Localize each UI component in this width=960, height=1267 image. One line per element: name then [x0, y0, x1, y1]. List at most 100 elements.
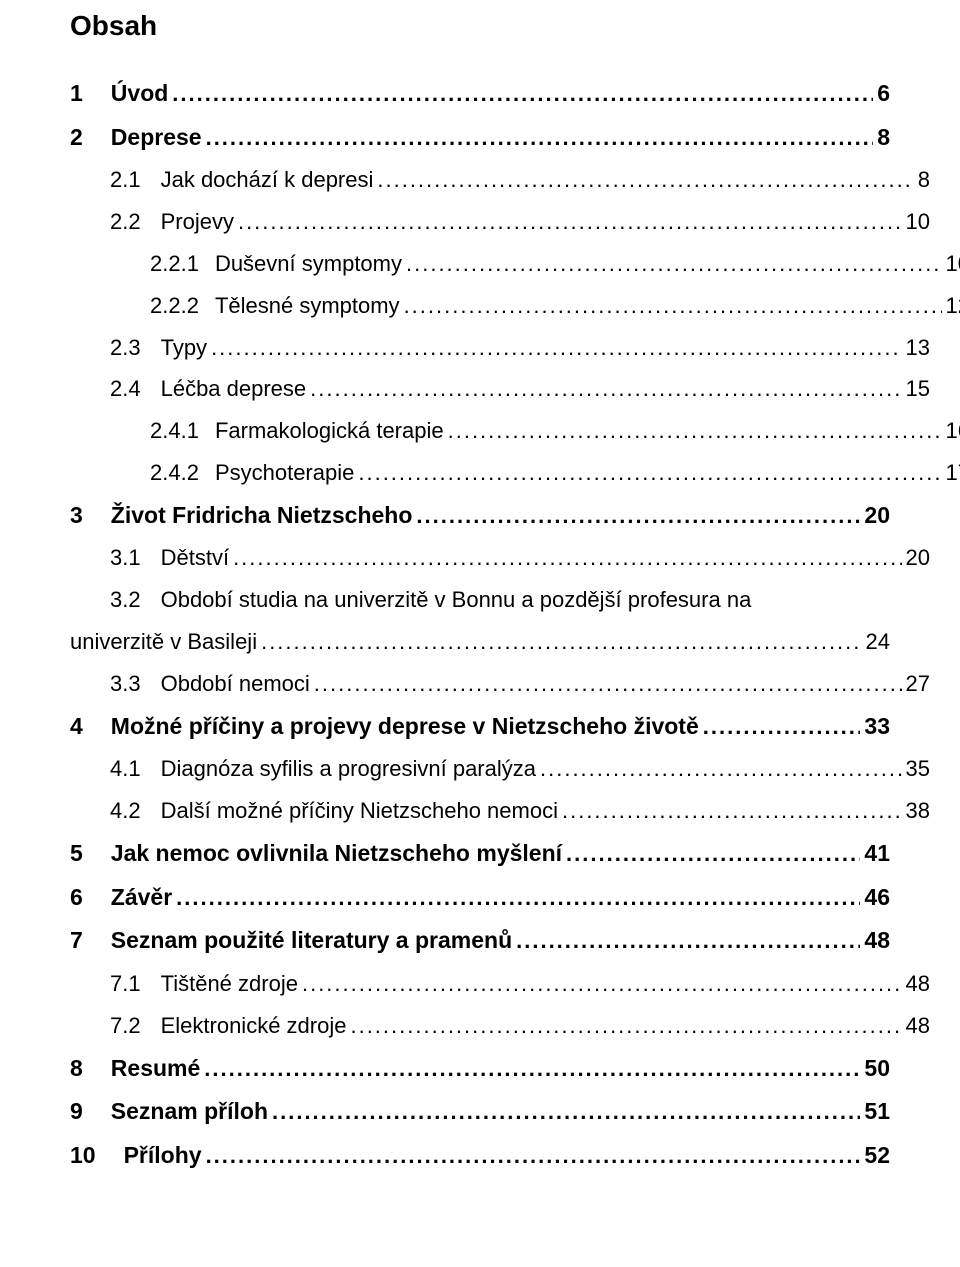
toc-label: Léčba deprese	[161, 368, 307, 410]
toc-leader	[703, 706, 861, 748]
toc-page: 48	[864, 919, 890, 963]
toc-label: Elektronické zdroje	[161, 1005, 347, 1047]
toc-entry-continuation: univerzitě v Basileji24	[70, 621, 890, 663]
toc-number: 9	[70, 1090, 83, 1134]
toc-entry: 4.1 Diagnóza syfilis a progresivní paralý…	[70, 748, 930, 790]
toc-page: 15	[906, 368, 930, 410]
toc-entry: 2.4 Léčba deprese 15	[70, 368, 930, 410]
toc-page: 20	[906, 537, 930, 579]
toc-page: 48	[906, 963, 930, 1005]
toc-number: 7.2	[110, 1005, 141, 1047]
toc-leader	[406, 243, 942, 285]
toc-page: 16	[946, 410, 960, 452]
toc-leader	[562, 790, 902, 832]
toc-page: 35	[906, 748, 930, 790]
toc-number: 4.1	[110, 748, 141, 790]
toc-entry: 4Možné příčiny a projevy deprese v Nietz…	[70, 705, 890, 749]
toc-entry: 3.2 Období studia na univerzitě v Bonnu a…	[70, 579, 930, 621]
toc-label: Diagnóza syfilis a progresivní paralýza	[161, 748, 536, 790]
toc-number: 3	[70, 494, 83, 538]
toc-label: Psychoterapie	[215, 452, 354, 494]
toc-number: 2.4	[110, 368, 141, 410]
toc-entry: 7.1Tištěné zdroje48	[70, 963, 930, 1005]
toc-entry: 3.1 Dětství 20	[70, 537, 930, 579]
toc-leader	[206, 1135, 861, 1177]
toc-leader	[233, 537, 901, 579]
toc-entry: 2.1Jak dochází k depresi8	[70, 159, 930, 201]
toc-leader	[350, 1005, 901, 1047]
toc-number: 2.1	[110, 159, 141, 201]
toc-leader	[566, 833, 860, 875]
toc-number: 2.2.2	[150, 285, 199, 327]
page: Obsah 1Úvod62Deprese82.1Jak dochází k de…	[0, 0, 960, 1267]
toc-number: 6	[70, 876, 83, 920]
toc-page: 33	[864, 705, 890, 749]
toc-number: 3.3	[110, 663, 141, 705]
toc-number: 8	[70, 1047, 83, 1091]
toc-leader	[272, 1091, 860, 1133]
toc-label: Projevy	[161, 201, 234, 243]
toc-number: 2.2	[110, 201, 141, 243]
toc-page: 8	[877, 116, 890, 160]
toc-page: 51	[864, 1090, 890, 1134]
toc-label: Jak nemoc ovlivnila Nietzscheho myšlení	[111, 832, 562, 876]
toc-label: Duševní symptomy	[215, 243, 402, 285]
toc-number: 10	[70, 1134, 96, 1178]
toc-leader	[516, 920, 860, 962]
toc-entry: 7Seznam použité literatury a pramenů48	[70, 919, 890, 963]
toc-label: Období studia na univerzitě v Bonnu a po…	[161, 579, 752, 621]
toc-label: Tištěné zdroje	[161, 963, 298, 1005]
toc-leader	[302, 963, 902, 1005]
toc-leader	[238, 201, 902, 243]
toc-label: Farmakologická terapie	[215, 410, 444, 452]
toc-entry: 2.3 Typy 13	[70, 327, 930, 369]
toc-number: 4.2	[110, 790, 141, 832]
toc-leader	[416, 495, 860, 537]
toc-entry: 7.2 Elektronické zdroje 48	[70, 1005, 930, 1047]
toc-label: Období nemoci	[161, 663, 310, 705]
toc-page: 13	[906, 327, 930, 369]
toc-page: 52	[864, 1134, 890, 1178]
toc-number: 7	[70, 919, 83, 963]
toc-leader	[314, 663, 902, 705]
toc-entry: 6 Závěr 46	[70, 876, 890, 920]
toc-label: Další možné příčiny Nietzscheho nemoci	[161, 790, 558, 832]
toc-entry: 4.2 Další možné příčiny Nietzscheho nemoc…	[70, 790, 930, 832]
toc-label: Typy	[161, 327, 207, 369]
toc-label: Dětství	[161, 537, 229, 579]
table-of-contents: 1Úvod62Deprese82.1Jak dochází k depresi8…	[70, 72, 890, 1178]
toc-entry: 10 Přílohy 52	[70, 1134, 890, 1178]
toc-entry: 2Deprese8	[70, 116, 890, 160]
toc-page: 41	[864, 832, 890, 876]
toc-leader	[211, 327, 901, 369]
toc-number: 1	[70, 72, 83, 116]
toc-leader	[377, 159, 913, 201]
toc-number: 3.1	[110, 537, 141, 579]
toc-entry: 8Resumé50	[70, 1047, 890, 1091]
toc-entry: 5Jak nemoc ovlivnila Nietzscheho myšlení…	[70, 832, 890, 876]
toc-label: Možné příčiny a projevy deprese v Nietzs…	[111, 705, 699, 749]
toc-number: 2.4.2	[150, 452, 199, 494]
page-title: Obsah	[70, 10, 890, 42]
toc-page: 50	[864, 1047, 890, 1091]
toc-leader	[261, 621, 861, 663]
toc-leader	[540, 748, 902, 790]
toc-number: 3.2	[110, 579, 141, 621]
toc-number: 2.3	[110, 327, 141, 369]
toc-number: 2.2.1	[150, 243, 199, 285]
toc-page: 48	[906, 1005, 930, 1047]
toc-label: univerzitě v Basileji	[70, 621, 257, 663]
toc-leader	[204, 1048, 860, 1090]
toc-page: 46	[864, 876, 890, 920]
toc-label: Přílohy	[124, 1134, 202, 1178]
toc-leader	[176, 877, 860, 919]
toc-number: 2	[70, 116, 83, 160]
toc-page: 12	[946, 285, 960, 327]
toc-entry: 2.2.1Duševní symptomy10	[70, 243, 960, 285]
toc-label: Závěr	[111, 876, 172, 920]
toc-label: Tělesné symptomy	[215, 285, 400, 327]
toc-entry: 2.4.2Psychoterapie17	[70, 452, 960, 494]
toc-leader	[172, 73, 873, 115]
toc-entry: 3.3Období nemoci27	[70, 663, 930, 705]
toc-entry: 2.4.1Farmakologická terapie16	[70, 410, 960, 452]
